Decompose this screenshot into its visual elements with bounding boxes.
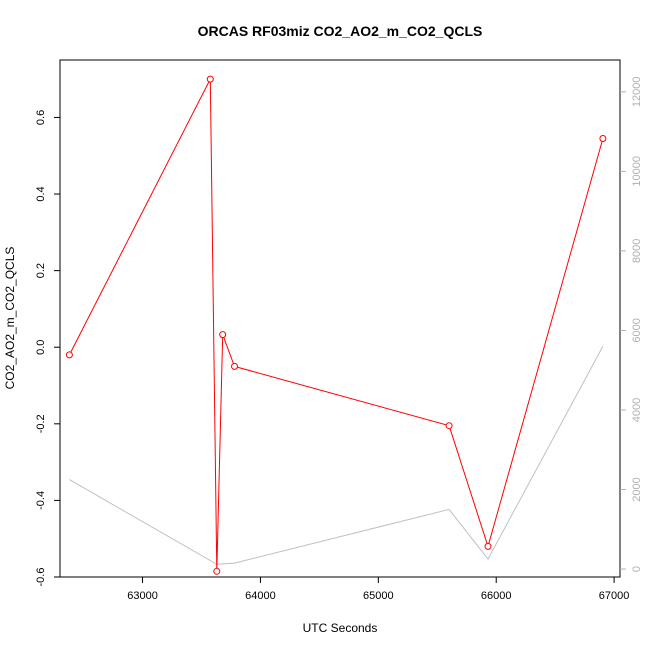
y2-tick-label: 4000	[631, 398, 643, 422]
data-point	[213, 567, 221, 575]
series-layer	[65, 75, 607, 575]
y2-tick-label: 8000	[631, 239, 643, 263]
y-axis-label: CO2_AO2_m_CO2_QCLS	[3, 247, 17, 390]
x-axis-label: UTC Seconds	[303, 621, 378, 635]
y-tick-label: -0.4	[35, 491, 47, 510]
x-tick-label: 67000	[599, 590, 630, 602]
y-tick-label: -0.6	[35, 568, 47, 587]
y-tick-label: 0.2	[35, 263, 47, 278]
x-tick-label: 65000	[363, 590, 394, 602]
data-point	[206, 75, 214, 83]
y2-axis: 0 2000 4000 6000 8000 10000 12000	[620, 77, 643, 572]
y-tick-label: 0.0	[35, 340, 47, 355]
y2-tick-label: 2000	[631, 477, 643, 501]
y2-tick-label: 10000	[631, 156, 643, 187]
data-point	[599, 135, 607, 142]
x-tick-label: 66000	[481, 590, 512, 602]
data-point	[231, 362, 238, 370]
y-axis: -0.6 -0.4 -0.2 0.0 0.2 0.4 0.6	[35, 110, 60, 587]
primary-series-line	[68, 78, 604, 572]
y2-tick-label: 0	[631, 566, 643, 572]
x-tick-label: 63000	[127, 590, 158, 602]
y2-tick-label: 12000	[631, 77, 643, 108]
data-point	[65, 351, 73, 359]
plot-frame	[59, 59, 621, 578]
x-axis: 63000 64000 65000 66000 67000	[127, 577, 629, 602]
secondary-series-line	[69, 346, 604, 565]
x-tick-label: 64000	[245, 590, 276, 602]
data-point	[219, 331, 227, 339]
y-tick-label: 0.4	[35, 186, 47, 201]
y2-tick-label: 6000	[631, 318, 643, 342]
y-tick-label: 0.6	[35, 110, 47, 125]
chart-title: ORCAS RF03miz CO2_AO2_m_CO2_QCLS	[198, 23, 483, 39]
data-point	[445, 422, 453, 430]
data-point	[484, 542, 492, 550]
y-tick-label: -0.2	[35, 414, 47, 433]
